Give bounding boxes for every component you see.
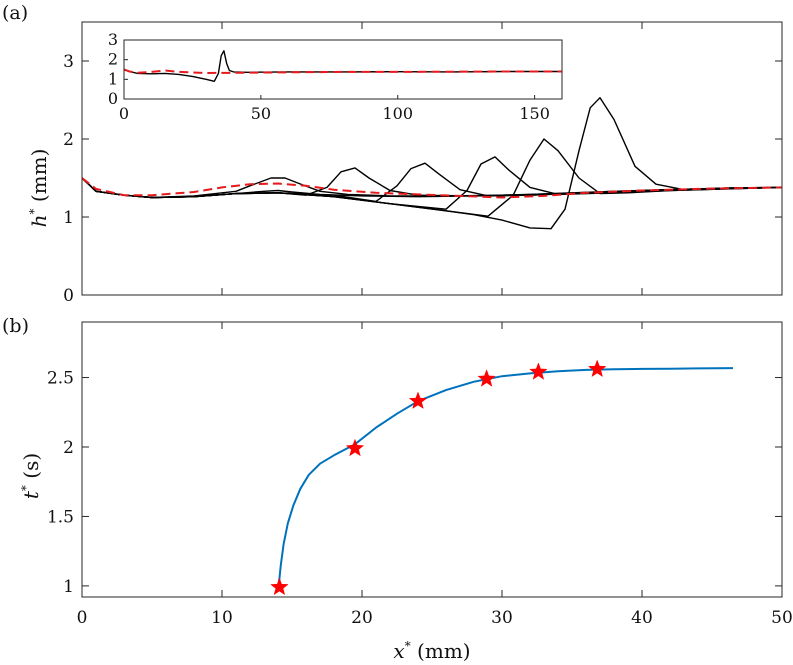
panel-b-y-label: t* (s) — [19, 453, 43, 499]
inset-y-tick-label: 3 — [108, 30, 118, 49]
inset-axes-frame — [123, 39, 563, 100]
inset-x-tick-label: 100 — [382, 104, 413, 123]
panel-b-y-tick-label: 1 — [63, 577, 74, 597]
inset-x-tick-label: 150 — [519, 104, 550, 123]
series-profile-5 — [81, 156, 783, 210]
panel-a-plot-area — [81, 97, 783, 230]
inset-y-tick-label: 0 — [108, 89, 118, 108]
series-profile-6 — [81, 138, 783, 217]
series-profile-3 — [81, 167, 783, 199]
panel-b-x-tick-label: 40 — [631, 608, 653, 628]
series-inset-profile — [123, 50, 562, 82]
panel-b-y-tick-label: 2 — [63, 438, 74, 458]
panel-b-x-tick-label: 50 — [771, 608, 793, 628]
panel-a-y-tick-label: 0 — [63, 286, 74, 306]
series-profile-7 — [81, 97, 783, 230]
star-marker — [477, 369, 496, 387]
panel-a-y-tick-label: 2 — [63, 130, 74, 150]
inset-y-tick-label: 1 — [108, 69, 118, 88]
panel-b-x-tick-label: 30 — [491, 608, 513, 628]
panel-b-y-tick-label: 2.5 — [47, 369, 74, 389]
panel-b-ticks: 0 10 20 30 40 50 1 1.5 2 2.5 — [47, 322, 793, 628]
inset-x-tick-label: 0 — [119, 104, 129, 123]
inset-plot-area — [123, 50, 562, 82]
panel-b-x-tick-label: 20 — [351, 608, 373, 628]
panel-b-x-tick-label: 0 — [77, 608, 88, 628]
panel-a-y-tick-label: 1 — [63, 208, 74, 228]
inset-y-tick-label: 2 — [108, 50, 118, 69]
panel-a-y-tick-label: 3 — [63, 52, 74, 72]
panel-a-y-label: h* (mm) — [27, 149, 51, 228]
panel-b-x-label: x* (mm) — [393, 639, 470, 663]
panel-b-label: (b) — [2, 315, 29, 337]
star-marker — [587, 359, 607, 378]
star-marker — [529, 362, 548, 380]
inset-x-tick-label: 50 — [251, 104, 271, 123]
star-marker — [270, 577, 289, 596]
panel-b: (b) 0 10 20 30 40 50 1 1.5 2 2.5 t* (s) x* (mm) — [2, 315, 793, 663]
panel-a-axes-frame — [81, 21, 783, 296]
series-trajectory — [277, 367, 734, 592]
panel-b-axes-frame — [81, 321, 783, 598]
panel-b-y-tick-label: 1.5 — [47, 507, 74, 527]
star-marker — [408, 391, 428, 409]
star-marker — [345, 438, 365, 457]
panel-b-plot-area — [270, 359, 734, 596]
series-inset-reference — [123, 68, 562, 74]
panel-b-x-tick-label: 10 — [211, 608, 233, 628]
panel-a-label: (a) — [2, 2, 28, 24]
